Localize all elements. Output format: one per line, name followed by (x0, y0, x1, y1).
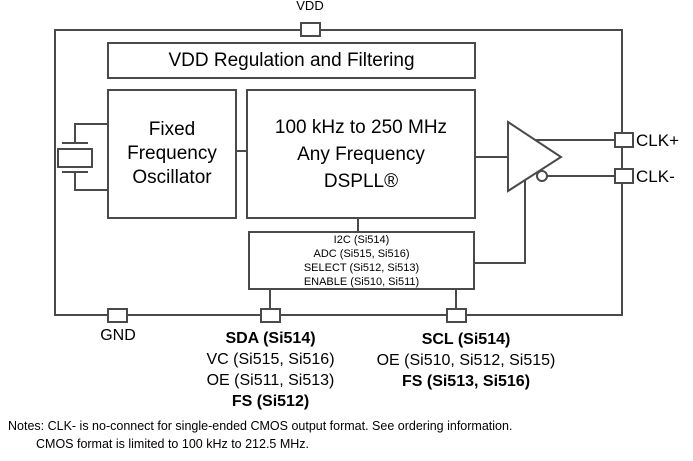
control-label-line: SELECT (Si512, Si513) (303, 261, 420, 274)
vdd-regulation-label: VDD Regulation and Filtering (168, 49, 415, 71)
sda-pin (260, 308, 281, 323)
oscillator-label-line: Oscillator (132, 167, 212, 188)
clk-plus-pin-label: CLK+ (636, 131, 679, 150)
oscillator-label-line: Frequency (127, 143, 217, 164)
oscillator-label-line: Fixed (148, 119, 196, 140)
pin-function-label: SCL (Si514) (421, 331, 511, 348)
left-pin-function-labels: SDA (Si514) VC (Si515, Si516) OE (Si511,… (178, 328, 363, 412)
pin-function-label: OE (Si511, Si513) (206, 372, 335, 389)
control-interface-block: I2C (Si514) ADC (Si515, Si516) SELECT (S… (248, 231, 475, 290)
right-pin-function-labels: SCL (Si514) OE (Si510, Si512, Si515) FS … (352, 329, 580, 392)
pin-function-label: FS (Si512) (231, 393, 310, 410)
fixed-frequency-oscillator-block: Fixed Frequency Oscillator (107, 89, 237, 219)
vdd-pin-label: VDD (296, 0, 324, 13)
crystal-top-wire (74, 123, 109, 143)
pin-function-label: OE (Si510, Si512, Si515) (376, 352, 556, 369)
dspll-label-line: 100 kHz to 250 MHz (274, 116, 448, 138)
output-buffer-triangle-icon (507, 120, 563, 193)
control-label-line: ENABLE (Si510, Si511) (303, 275, 420, 288)
control-label-line: I2C (Si514) (333, 233, 390, 246)
gnd-pin-label: GND (100, 327, 136, 344)
scl-pin (446, 308, 467, 323)
pin-function-label: SDA (Si514) (225, 330, 316, 347)
note-line: CMOS format is limited to 100 kHz to 212… (36, 437, 310, 451)
clk-minus-pin (614, 168, 634, 184)
pin-function-label: VC (Si515, Si516) (206, 351, 335, 368)
dspll-label-line: DSPLL® (323, 170, 399, 192)
inversion-bubble-icon (536, 170, 548, 182)
control-label-line: ADC (Si515, Si516) (313, 247, 410, 260)
gnd-pin (107, 308, 128, 323)
note-line: Notes: CLK- is no-connect for single-end… (8, 419, 513, 433)
crystal-bottom-wire (74, 172, 109, 191)
vdd-regulation-block: VDD Regulation and Filtering (107, 42, 476, 79)
pin-function-label: FS (Si513, Si516) (401, 373, 531, 390)
control-to-buffer-wire (475, 180, 526, 264)
vdd-pin (300, 22, 321, 37)
dspll-block: 100 kHz to 250 MHz Any Frequency DSPLL® (246, 89, 476, 219)
diagram-notes: Notes: CLK- is no-connect for single-end… (8, 417, 512, 453)
crystal-icon (57, 148, 93, 168)
clk-plus-pin (614, 132, 634, 148)
dspll-label-line: Any Frequency (297, 143, 425, 165)
clk-minus-pin-label: CLK- (636, 167, 675, 186)
